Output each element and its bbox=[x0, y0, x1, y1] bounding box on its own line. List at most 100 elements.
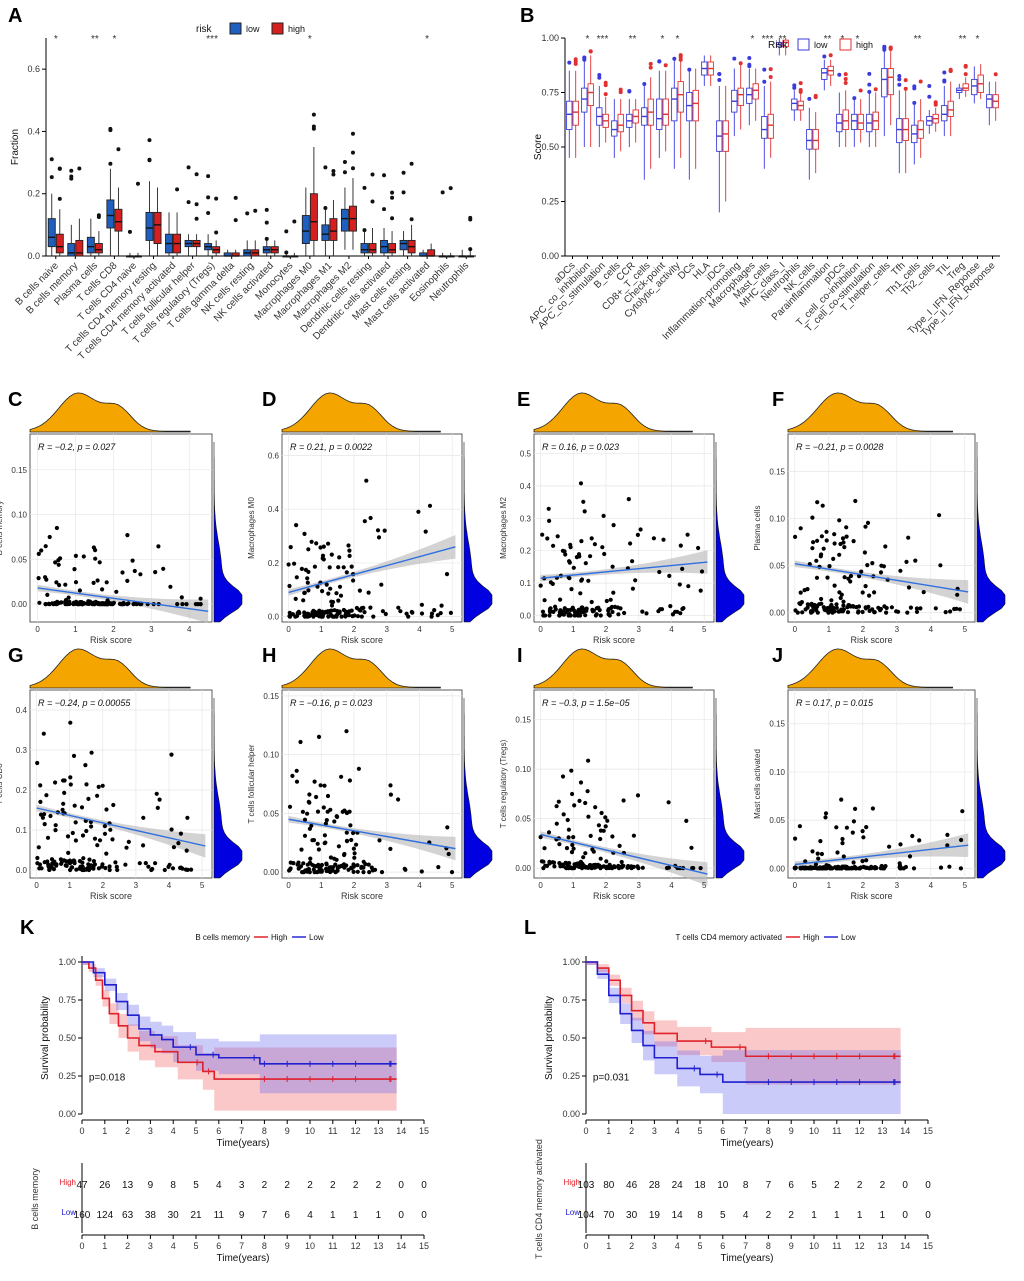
scatter-point bbox=[84, 867, 89, 872]
scatter-point bbox=[427, 503, 433, 508]
scatter-point bbox=[302, 817, 308, 822]
significance-mark: * bbox=[856, 34, 860, 45]
scatter-point bbox=[178, 831, 183, 836]
scatter-point bbox=[306, 547, 311, 552]
significance-mark: *** bbox=[762, 34, 774, 45]
box-low bbox=[399, 239, 408, 251]
legend: B cells memory High Low bbox=[195, 933, 324, 942]
scatter-point bbox=[689, 845, 694, 850]
y-tick-label: 0.1 bbox=[520, 579, 532, 588]
scatter-point bbox=[808, 602, 813, 607]
scatter-point bbox=[570, 866, 575, 871]
points bbox=[792, 797, 965, 871]
scatter-point bbox=[815, 500, 820, 505]
box-outlier bbox=[843, 80, 848, 85]
x-tick-label: 3 bbox=[637, 625, 642, 634]
x-axis-title: Risk score bbox=[341, 891, 383, 901]
scatter-point bbox=[42, 812, 47, 817]
significance-mark: ** bbox=[629, 34, 637, 45]
scatter-point bbox=[541, 859, 546, 864]
scatter-point bbox=[316, 847, 321, 852]
scatter-point bbox=[141, 815, 146, 820]
scatter-point bbox=[339, 774, 344, 779]
confidence-band bbox=[36, 800, 206, 858]
scatter-point bbox=[635, 864, 640, 869]
scatter-point bbox=[828, 865, 833, 870]
box-high bbox=[842, 109, 849, 131]
box-outlier bbox=[888, 46, 893, 51]
significance-mark: *** bbox=[206, 34, 218, 45]
scatter-point bbox=[91, 545, 96, 550]
scatter-point bbox=[699, 569, 705, 574]
scatter-point bbox=[837, 552, 842, 557]
box-outlier bbox=[732, 56, 737, 61]
scatter-point bbox=[368, 605, 373, 610]
scatter-point bbox=[72, 803, 77, 808]
scatter-point bbox=[547, 861, 552, 866]
box-high bbox=[692, 89, 699, 122]
x-tick-label: 12 bbox=[351, 1126, 361, 1136]
box-outlier bbox=[678, 53, 683, 58]
risk-count-low: 38 bbox=[145, 1210, 157, 1221]
scatter-point bbox=[307, 826, 312, 831]
scatter-point bbox=[84, 782, 89, 787]
box-high bbox=[767, 113, 774, 139]
box-outlier bbox=[311, 124, 316, 129]
scatter-point bbox=[832, 532, 837, 537]
scatter-point bbox=[89, 750, 94, 755]
scatter-point bbox=[943, 610, 948, 615]
scatter-point bbox=[380, 609, 385, 614]
scatter-point bbox=[563, 552, 568, 557]
scatter-point bbox=[572, 803, 577, 808]
x-tick-label: 0 bbox=[583, 1126, 588, 1136]
scatter-point bbox=[869, 864, 874, 869]
top-density bbox=[533, 392, 693, 433]
y-tick-label: 0.2 bbox=[27, 189, 40, 199]
ci-band-high bbox=[586, 962, 901, 1085]
right-density bbox=[213, 698, 243, 879]
scatter-point bbox=[840, 841, 845, 846]
box-outlier bbox=[206, 174, 211, 179]
plot-frame bbox=[281, 433, 463, 623]
box-outlier bbox=[108, 128, 113, 133]
y-tick-label: 0.00 bbox=[11, 600, 27, 609]
box-outlier bbox=[292, 219, 297, 224]
box-outlier bbox=[468, 215, 473, 220]
legend-title: B cells memory bbox=[195, 933, 250, 942]
risk-count-high: 28 bbox=[649, 1180, 661, 1191]
scatter-point bbox=[823, 811, 829, 816]
scatter-point bbox=[818, 554, 823, 559]
scatter-point bbox=[898, 865, 903, 870]
risk-count-high: 46 bbox=[626, 1180, 638, 1191]
scatter-point bbox=[419, 611, 425, 616]
legend: T cells CD4 memory activated High Low bbox=[675, 933, 855, 942]
x-tick-label: 1 bbox=[827, 625, 832, 634]
box-outlier bbox=[618, 90, 623, 95]
scatter-point bbox=[583, 851, 588, 856]
scatter-point bbox=[838, 595, 843, 601]
scatter-point bbox=[851, 819, 857, 824]
scatter-point bbox=[359, 606, 364, 611]
scatter-point bbox=[542, 846, 547, 851]
scatter-point bbox=[45, 592, 50, 598]
scatter-point bbox=[325, 793, 331, 799]
box-outlier bbox=[331, 168, 336, 173]
scatter-point bbox=[38, 799, 43, 805]
scatter-point bbox=[126, 601, 131, 606]
box-high bbox=[94, 243, 103, 254]
box-outlier bbox=[918, 79, 923, 84]
x-tick-label: 4 bbox=[167, 881, 172, 890]
x-tick-label: 4 bbox=[669, 881, 674, 890]
scatter-point bbox=[138, 572, 143, 577]
scatter-point bbox=[367, 870, 372, 875]
scatter-point bbox=[302, 531, 307, 537]
scatter-point bbox=[184, 848, 189, 853]
right-density-shape bbox=[463, 698, 493, 879]
legend-label-high: high bbox=[288, 24, 305, 34]
box-outlier bbox=[648, 61, 653, 66]
scatter-point bbox=[850, 830, 855, 835]
scatter-point bbox=[543, 863, 548, 868]
scatter-point bbox=[95, 793, 100, 798]
scatter-point bbox=[857, 866, 863, 871]
scatter-point bbox=[344, 570, 349, 575]
